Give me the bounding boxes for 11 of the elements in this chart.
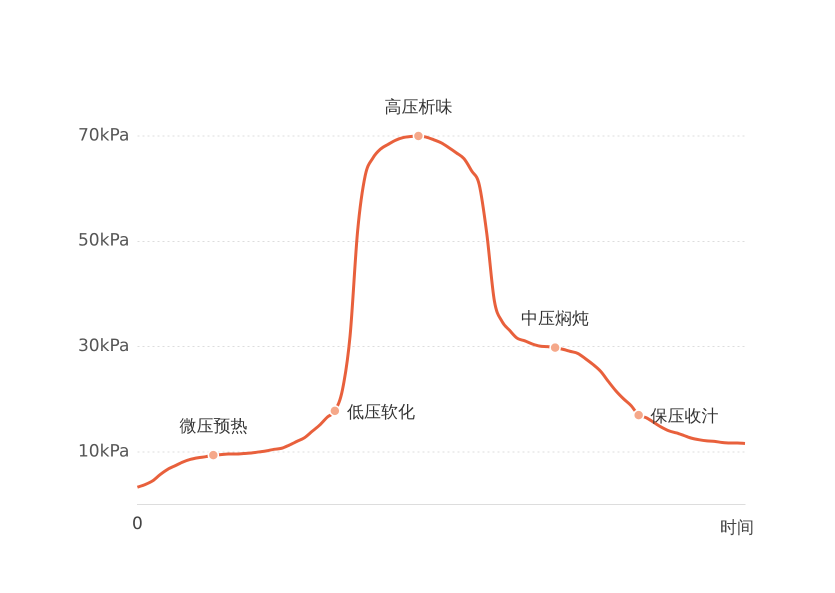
data-label: 保压收汁	[650, 406, 719, 427]
data-label: 微压预热	[179, 416, 248, 437]
y-tick-label: 10kPa	[78, 441, 130, 462]
x-tick-label: 0	[132, 514, 143, 534]
data-label: 高压析味	[384, 97, 452, 118]
y-tick-label: 50kPa	[78, 230, 130, 251]
y-tick-label: 30kPa	[78, 336, 130, 356]
y-tick-label: 70kPa	[78, 125, 130, 146]
data-label: 中压焖炖	[521, 309, 590, 330]
x-axis-title: 时间	[720, 518, 754, 538]
data-label: 低压软化	[346, 402, 415, 422]
